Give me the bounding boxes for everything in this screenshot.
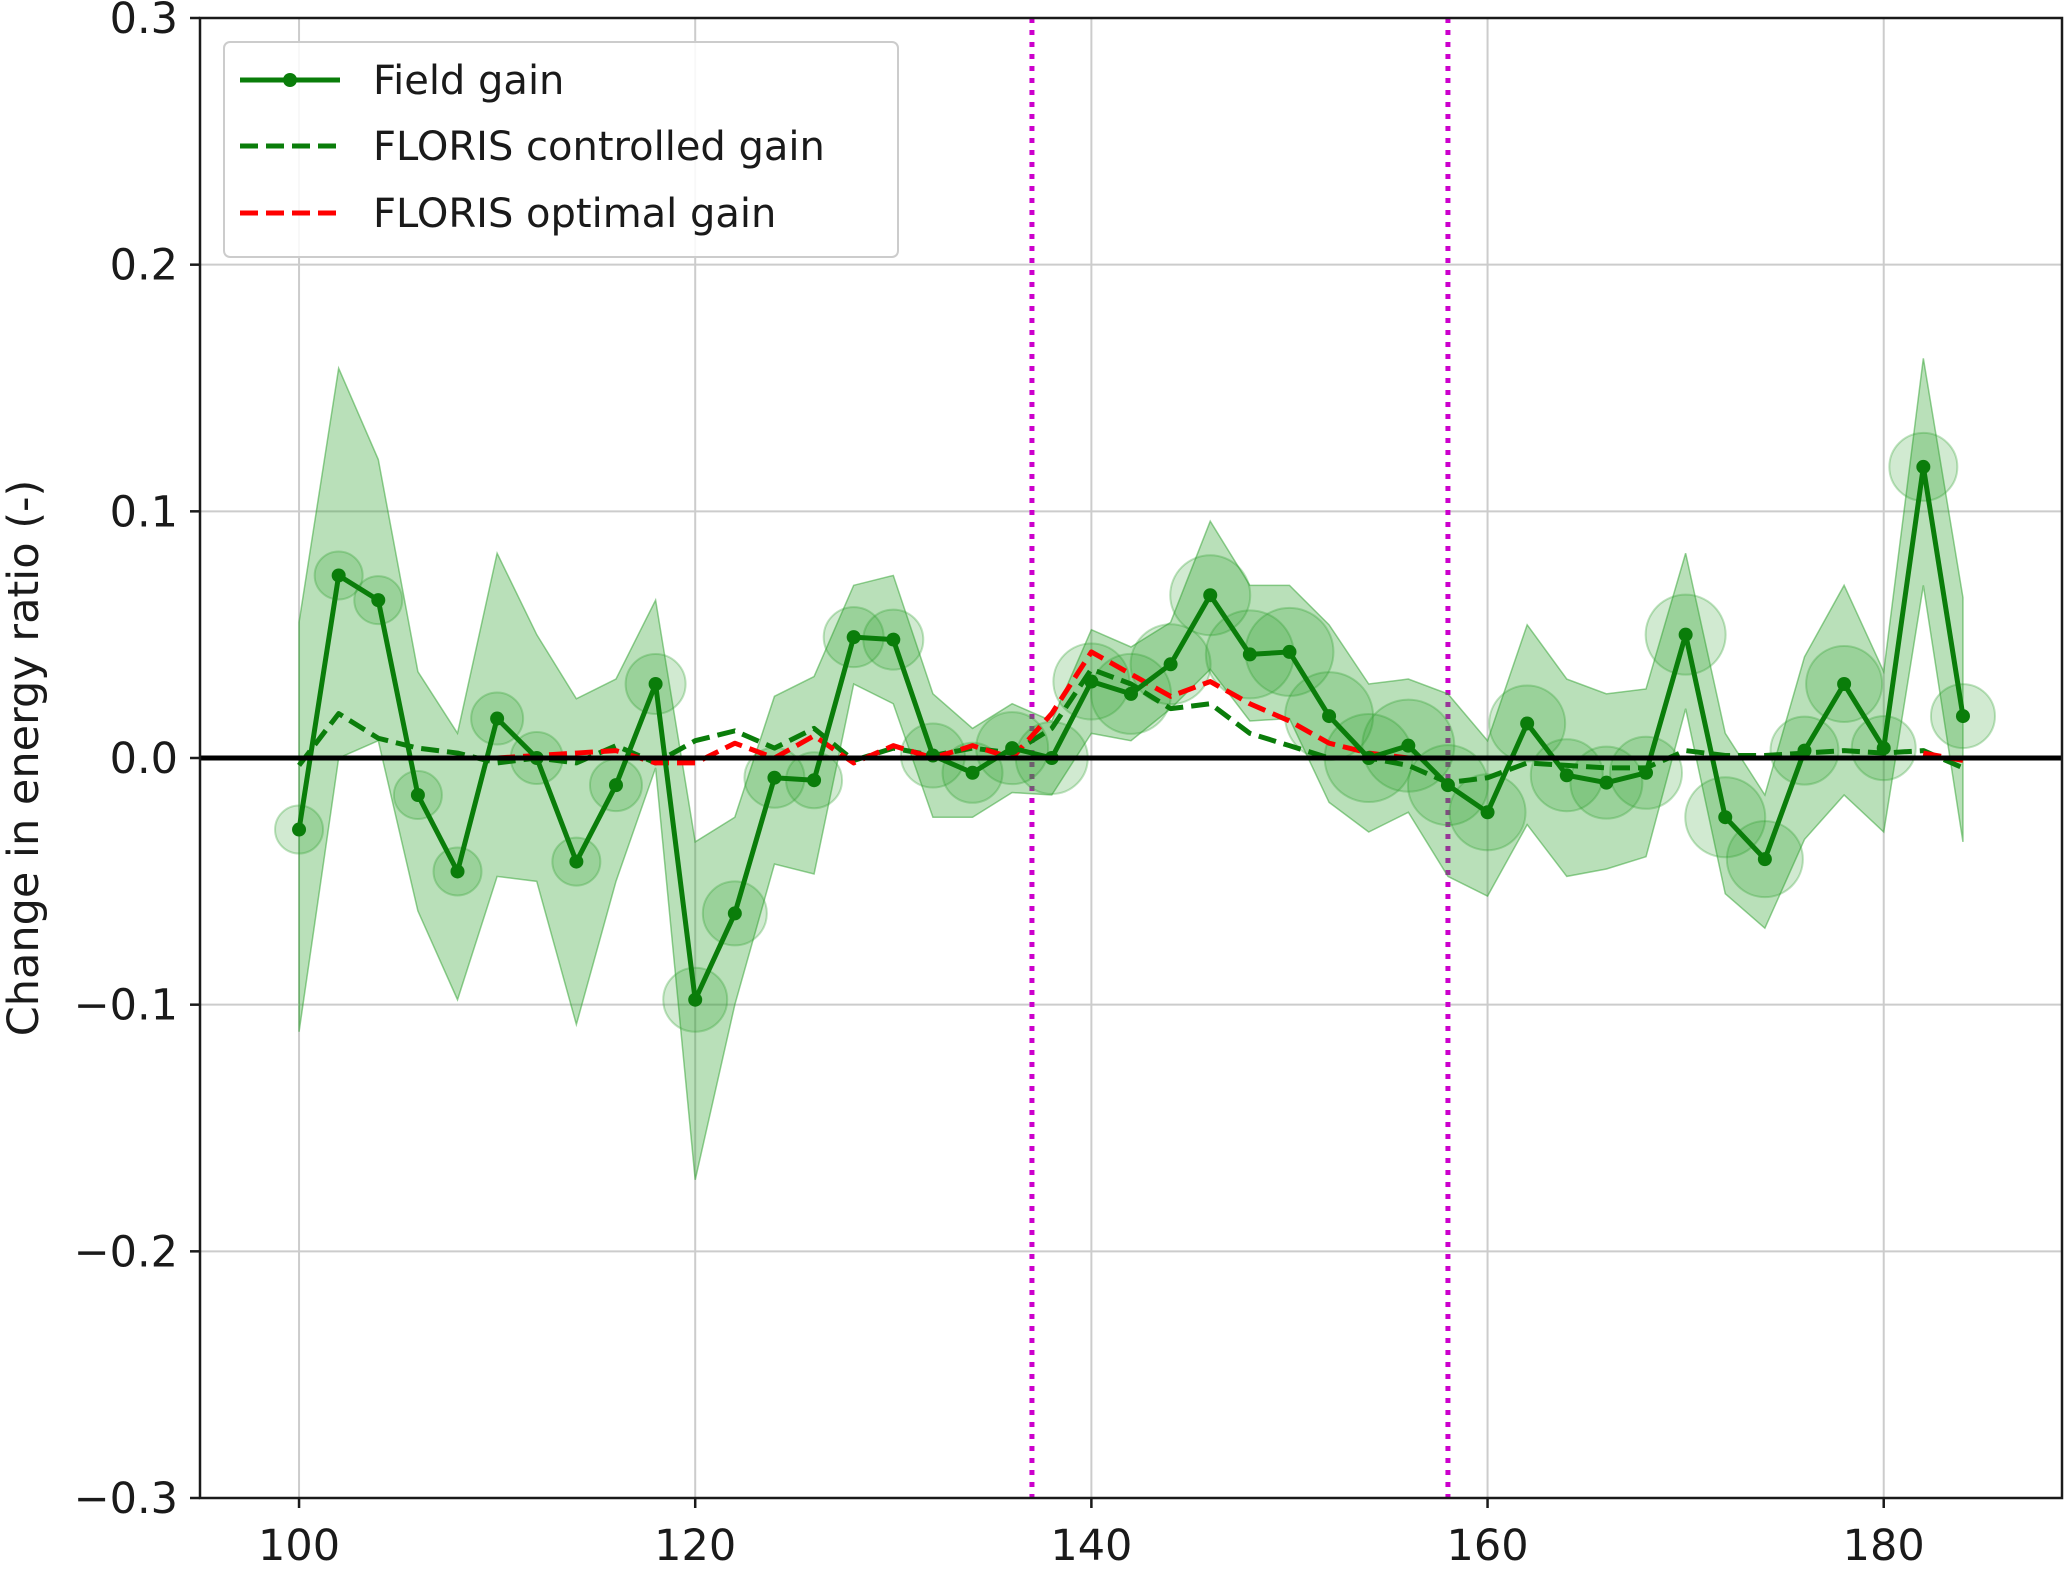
field-gain-point (1678, 627, 1693, 642)
field-gain-point (1322, 709, 1337, 724)
y-axis-label: Change in energy ratio (-) (0, 480, 49, 1037)
field-gain-point (371, 593, 386, 608)
field-gain-point (1163, 657, 1178, 672)
field-gain-point (1639, 765, 1654, 780)
field-gain-point (886, 632, 901, 647)
x-tick-label: 120 (654, 1521, 736, 1570)
field-gain-point (648, 677, 663, 691)
field-gain-point (1955, 709, 1970, 724)
y-tick-label: 0.0 (110, 734, 178, 784)
field-gain-point (1797, 743, 1812, 758)
field-gain-point (1242, 647, 1257, 662)
field-gain-point (1124, 686, 1138, 701)
legend-label: FLORIS controlled gain (373, 124, 825, 170)
field-gain-point (846, 630, 861, 645)
field-gain-point (807, 773, 822, 788)
axis-ticks: 100 120 140 160 180 −0.3 −0.2 −0.1 0.0 0.1 0.2 0.3 (74, 0, 1925, 1570)
field-gain-point (1757, 852, 1772, 867)
field-gain-point (688, 992, 703, 1007)
field-gain-point (1599, 775, 1614, 790)
field-gain-point (490, 711, 505, 726)
y-tick-label: 0.3 (110, 0, 178, 44)
field-gain-point (292, 822, 307, 837)
y-tick-label: −0.3 (74, 1474, 178, 1524)
x-tick-label: 140 (1050, 1521, 1132, 1570)
y-tick-label: 0.1 (110, 487, 178, 537)
legend-label: Field gain (373, 58, 564, 104)
field-gain-point (450, 864, 465, 879)
field-gain-point (1203, 588, 1218, 603)
field-gain-point (1876, 741, 1891, 756)
field-gain-point (410, 788, 425, 802)
legend: Field gain FLORIS controlled gain FLORIS o… (223, 41, 899, 258)
y-tick-label: −0.2 (74, 1227, 178, 1277)
legend-label: FLORIS optimal gain (373, 191, 776, 237)
field-gain-point (1401, 738, 1416, 753)
field-gain-point (1837, 677, 1852, 691)
field-gain-point (1282, 644, 1297, 659)
field-gain-point (331, 568, 346, 583)
legend-marker (283, 73, 297, 87)
field-gain-point (1440, 778, 1455, 793)
field-gain-point (1480, 805, 1495, 820)
field-gain-point (727, 906, 742, 921)
bubble-markers (274, 431, 1996, 1033)
field-gain-point (1084, 674, 1099, 689)
floris-controlled-gain-line (297, 666, 1964, 786)
field-gain-point (1005, 741, 1020, 756)
x-tick-label: 160 (1447, 1521, 1529, 1570)
field-gain-point (767, 770, 782, 785)
legend-box (223, 41, 899, 258)
y-tick-label: −0.1 (74, 981, 178, 1031)
y-tick-label: 0.2 (110, 241, 178, 291)
field-gain-point (965, 765, 980, 780)
field-gain-point (1718, 810, 1733, 825)
field-gain-confidence-band (298, 358, 1964, 1180)
field-gain-point (1559, 768, 1574, 783)
x-tick-label: 100 (258, 1521, 340, 1570)
field-gain-point (608, 778, 623, 793)
field-gain-point (569, 854, 584, 869)
x-tick-label: 180 (1843, 1521, 1925, 1570)
confidence-bands (298, 358, 1964, 1180)
field-gain-point (1916, 459, 1931, 474)
field-gain-point (1520, 716, 1535, 731)
